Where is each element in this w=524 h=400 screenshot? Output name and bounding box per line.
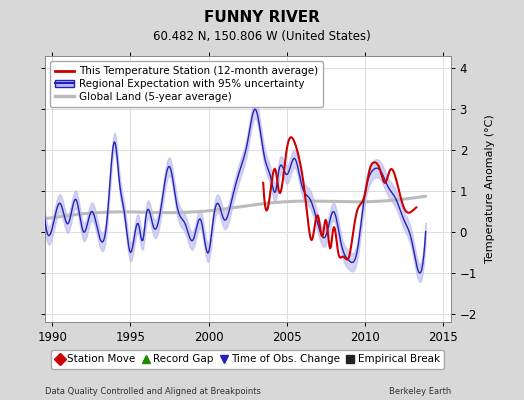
Text: FUNNY RIVER: FUNNY RIVER [204, 10, 320, 25]
Text: Data Quality Controlled and Aligned at Breakpoints: Data Quality Controlled and Aligned at B… [45, 387, 260, 396]
Text: 60.482 N, 150.806 W (United States): 60.482 N, 150.806 W (United States) [153, 30, 371, 43]
Y-axis label: Temperature Anomaly (°C): Temperature Anomaly (°C) [485, 115, 495, 263]
Legend: Station Move, Record Gap, Time of Obs. Change, Empirical Break: Station Move, Record Gap, Time of Obs. C… [51, 350, 444, 369]
Text: Berkeley Earth: Berkeley Earth [389, 387, 452, 396]
